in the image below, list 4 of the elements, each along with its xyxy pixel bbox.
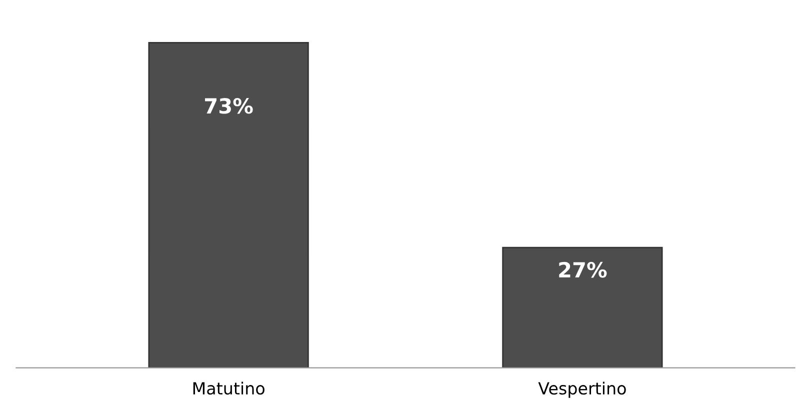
x-tick-label: Matutino <box>193 382 264 395</box>
data-label: 73% <box>205 98 253 114</box>
x-tick-label: Vespertino <box>538 382 626 398</box>
data-label: 27% <box>559 262 607 278</box>
